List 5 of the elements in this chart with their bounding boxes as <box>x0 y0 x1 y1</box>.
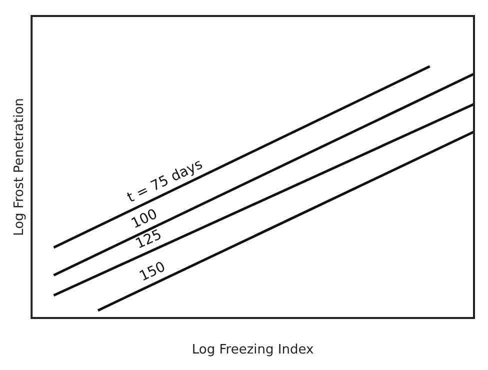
x-axis-title: Log Freezing Index <box>192 342 314 358</box>
text: t = 75 days <box>124 156 206 206</box>
y-axis-title: Log Frost Penetration <box>12 98 28 236</box>
text: 150 <box>137 258 168 285</box>
text: 125 <box>133 226 164 252</box>
